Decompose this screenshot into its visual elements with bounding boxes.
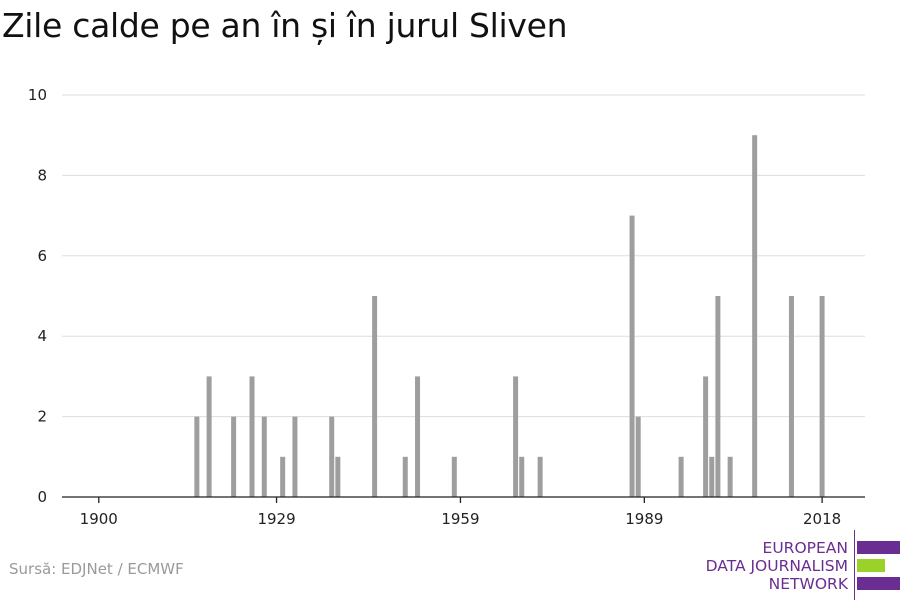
bar xyxy=(206,376,212,497)
x-tick-label: 1929 xyxy=(257,510,295,528)
y-tick-label: 10 xyxy=(28,86,47,104)
bar xyxy=(819,296,825,497)
bar xyxy=(451,456,457,497)
bar xyxy=(194,416,200,497)
bar xyxy=(537,456,543,497)
bar xyxy=(372,296,378,497)
bar xyxy=(727,456,733,497)
bar xyxy=(752,135,758,497)
bar xyxy=(788,296,794,497)
bar xyxy=(280,456,286,497)
x-axis: 1900 1929 1959 1989 2018 xyxy=(80,497,841,528)
bar-chart: 0 2 4 6 8 10 1900 1929 1959 1989 2018 xyxy=(28,86,865,528)
logo-bar-purple-bottom xyxy=(857,577,900,590)
logo-text-line-1: EUROPEAN xyxy=(762,539,848,557)
bar xyxy=(629,215,635,497)
bar xyxy=(709,456,715,497)
bar xyxy=(519,456,525,497)
chart-title: Zile calde pe an în și în jurul Sliven xyxy=(2,6,568,45)
bar xyxy=(703,376,709,497)
logo-text-line-2: DATA JOURNALISM xyxy=(705,557,848,575)
x-tick-label: 1989 xyxy=(625,510,663,528)
source-note: Sursă: EDJNet / ECMWF xyxy=(9,560,184,578)
bar xyxy=(231,416,237,497)
y-tick-label: 8 xyxy=(37,166,47,184)
grid-lines xyxy=(62,94,865,418)
logo-bar-green xyxy=(857,559,885,572)
y-tick-label: 6 xyxy=(37,247,47,265)
bar xyxy=(249,376,255,497)
bar xyxy=(635,416,641,497)
bar xyxy=(513,376,519,497)
bar xyxy=(329,416,335,497)
bar xyxy=(261,416,267,497)
x-tick-label: 1959 xyxy=(441,510,479,528)
bar xyxy=(678,456,684,497)
bar xyxy=(415,376,421,497)
y-tick-label: 2 xyxy=(37,408,47,426)
edjnet-logo: EUROPEAN DATA JOURNALISM NETWORK xyxy=(700,530,900,600)
logo-text-line-3: NETWORK xyxy=(768,575,848,593)
bar xyxy=(715,296,721,497)
y-tick-label: 4 xyxy=(37,327,47,345)
bar xyxy=(402,456,408,497)
bars xyxy=(194,135,825,497)
y-tick-label: 0 xyxy=(37,488,47,506)
logo-bar-purple-top xyxy=(857,541,900,554)
bar xyxy=(292,416,298,497)
bar xyxy=(335,456,341,497)
x-tick-label: 1900 xyxy=(80,510,118,528)
logo-divider xyxy=(854,530,855,600)
x-tick-label: 2018 xyxy=(803,510,841,528)
y-axis: 0 2 4 6 8 10 xyxy=(28,86,47,506)
